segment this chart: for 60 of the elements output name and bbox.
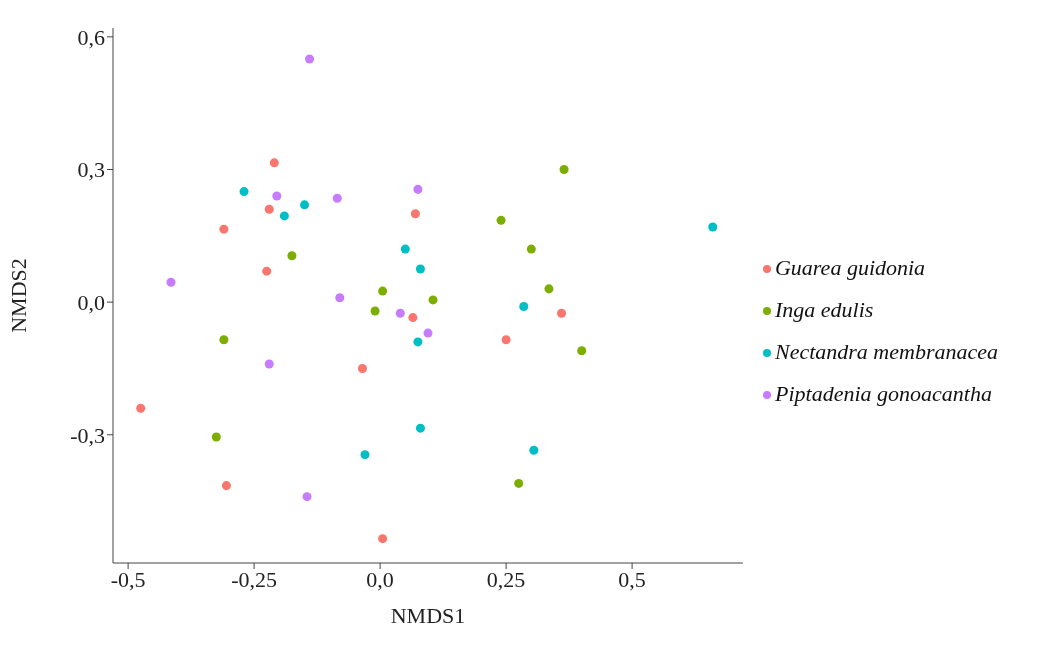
point (302, 492, 312, 502)
point (400, 244, 410, 254)
point (557, 308, 567, 318)
point (544, 284, 554, 294)
point (423, 328, 433, 338)
legend-label: Nectandra membranacea (774, 338, 998, 364)
point (526, 244, 536, 254)
y-tick-label: -0,3 (70, 422, 105, 448)
point (262, 266, 272, 276)
point (332, 193, 342, 203)
point (708, 222, 718, 232)
point (415, 264, 425, 274)
point (357, 363, 367, 373)
point (395, 308, 405, 318)
point (300, 200, 310, 210)
x-tick-label: -0,5 (110, 566, 146, 592)
point (370, 306, 380, 316)
point (559, 164, 569, 174)
point (577, 346, 587, 356)
legend-label: Piptadenia gonoacantha (774, 380, 992, 406)
y-tick-label: 0,3 (77, 157, 105, 183)
point (305, 54, 315, 64)
point (221, 481, 231, 491)
point (496, 215, 506, 225)
point (269, 158, 279, 168)
x-tick-label: 0,5 (618, 566, 646, 592)
point (287, 251, 297, 261)
y-axis-title: NMDS2 (5, 258, 31, 333)
point (378, 286, 388, 296)
point (279, 211, 289, 221)
point (136, 403, 146, 413)
x-tick-label: -0,25 (231, 566, 278, 592)
x-axis-title: NMDS1 (390, 603, 466, 628)
point (211, 432, 221, 442)
point (514, 478, 524, 488)
point (378, 534, 388, 544)
point (272, 191, 282, 201)
point (415, 423, 425, 433)
x-tick-label: 0,0 (366, 566, 394, 592)
point (219, 335, 229, 345)
point (360, 450, 370, 460)
point (264, 359, 274, 369)
point (410, 209, 420, 219)
legend-label: Inga edulis (774, 296, 874, 322)
legend-label: Guarea guidonia (774, 254, 926, 280)
point (413, 337, 423, 347)
x-tick-label: 0,25 (486, 566, 526, 592)
point (408, 313, 418, 323)
point (428, 295, 438, 305)
point (529, 445, 539, 455)
y-tick-label: 0,0 (77, 289, 105, 315)
point (264, 204, 274, 214)
point (519, 302, 529, 312)
point (239, 187, 249, 197)
point (501, 335, 511, 345)
point (166, 277, 176, 287)
point (335, 293, 345, 303)
y-tick-label: 0,6 (77, 24, 105, 50)
point (413, 184, 423, 194)
point (219, 224, 229, 234)
